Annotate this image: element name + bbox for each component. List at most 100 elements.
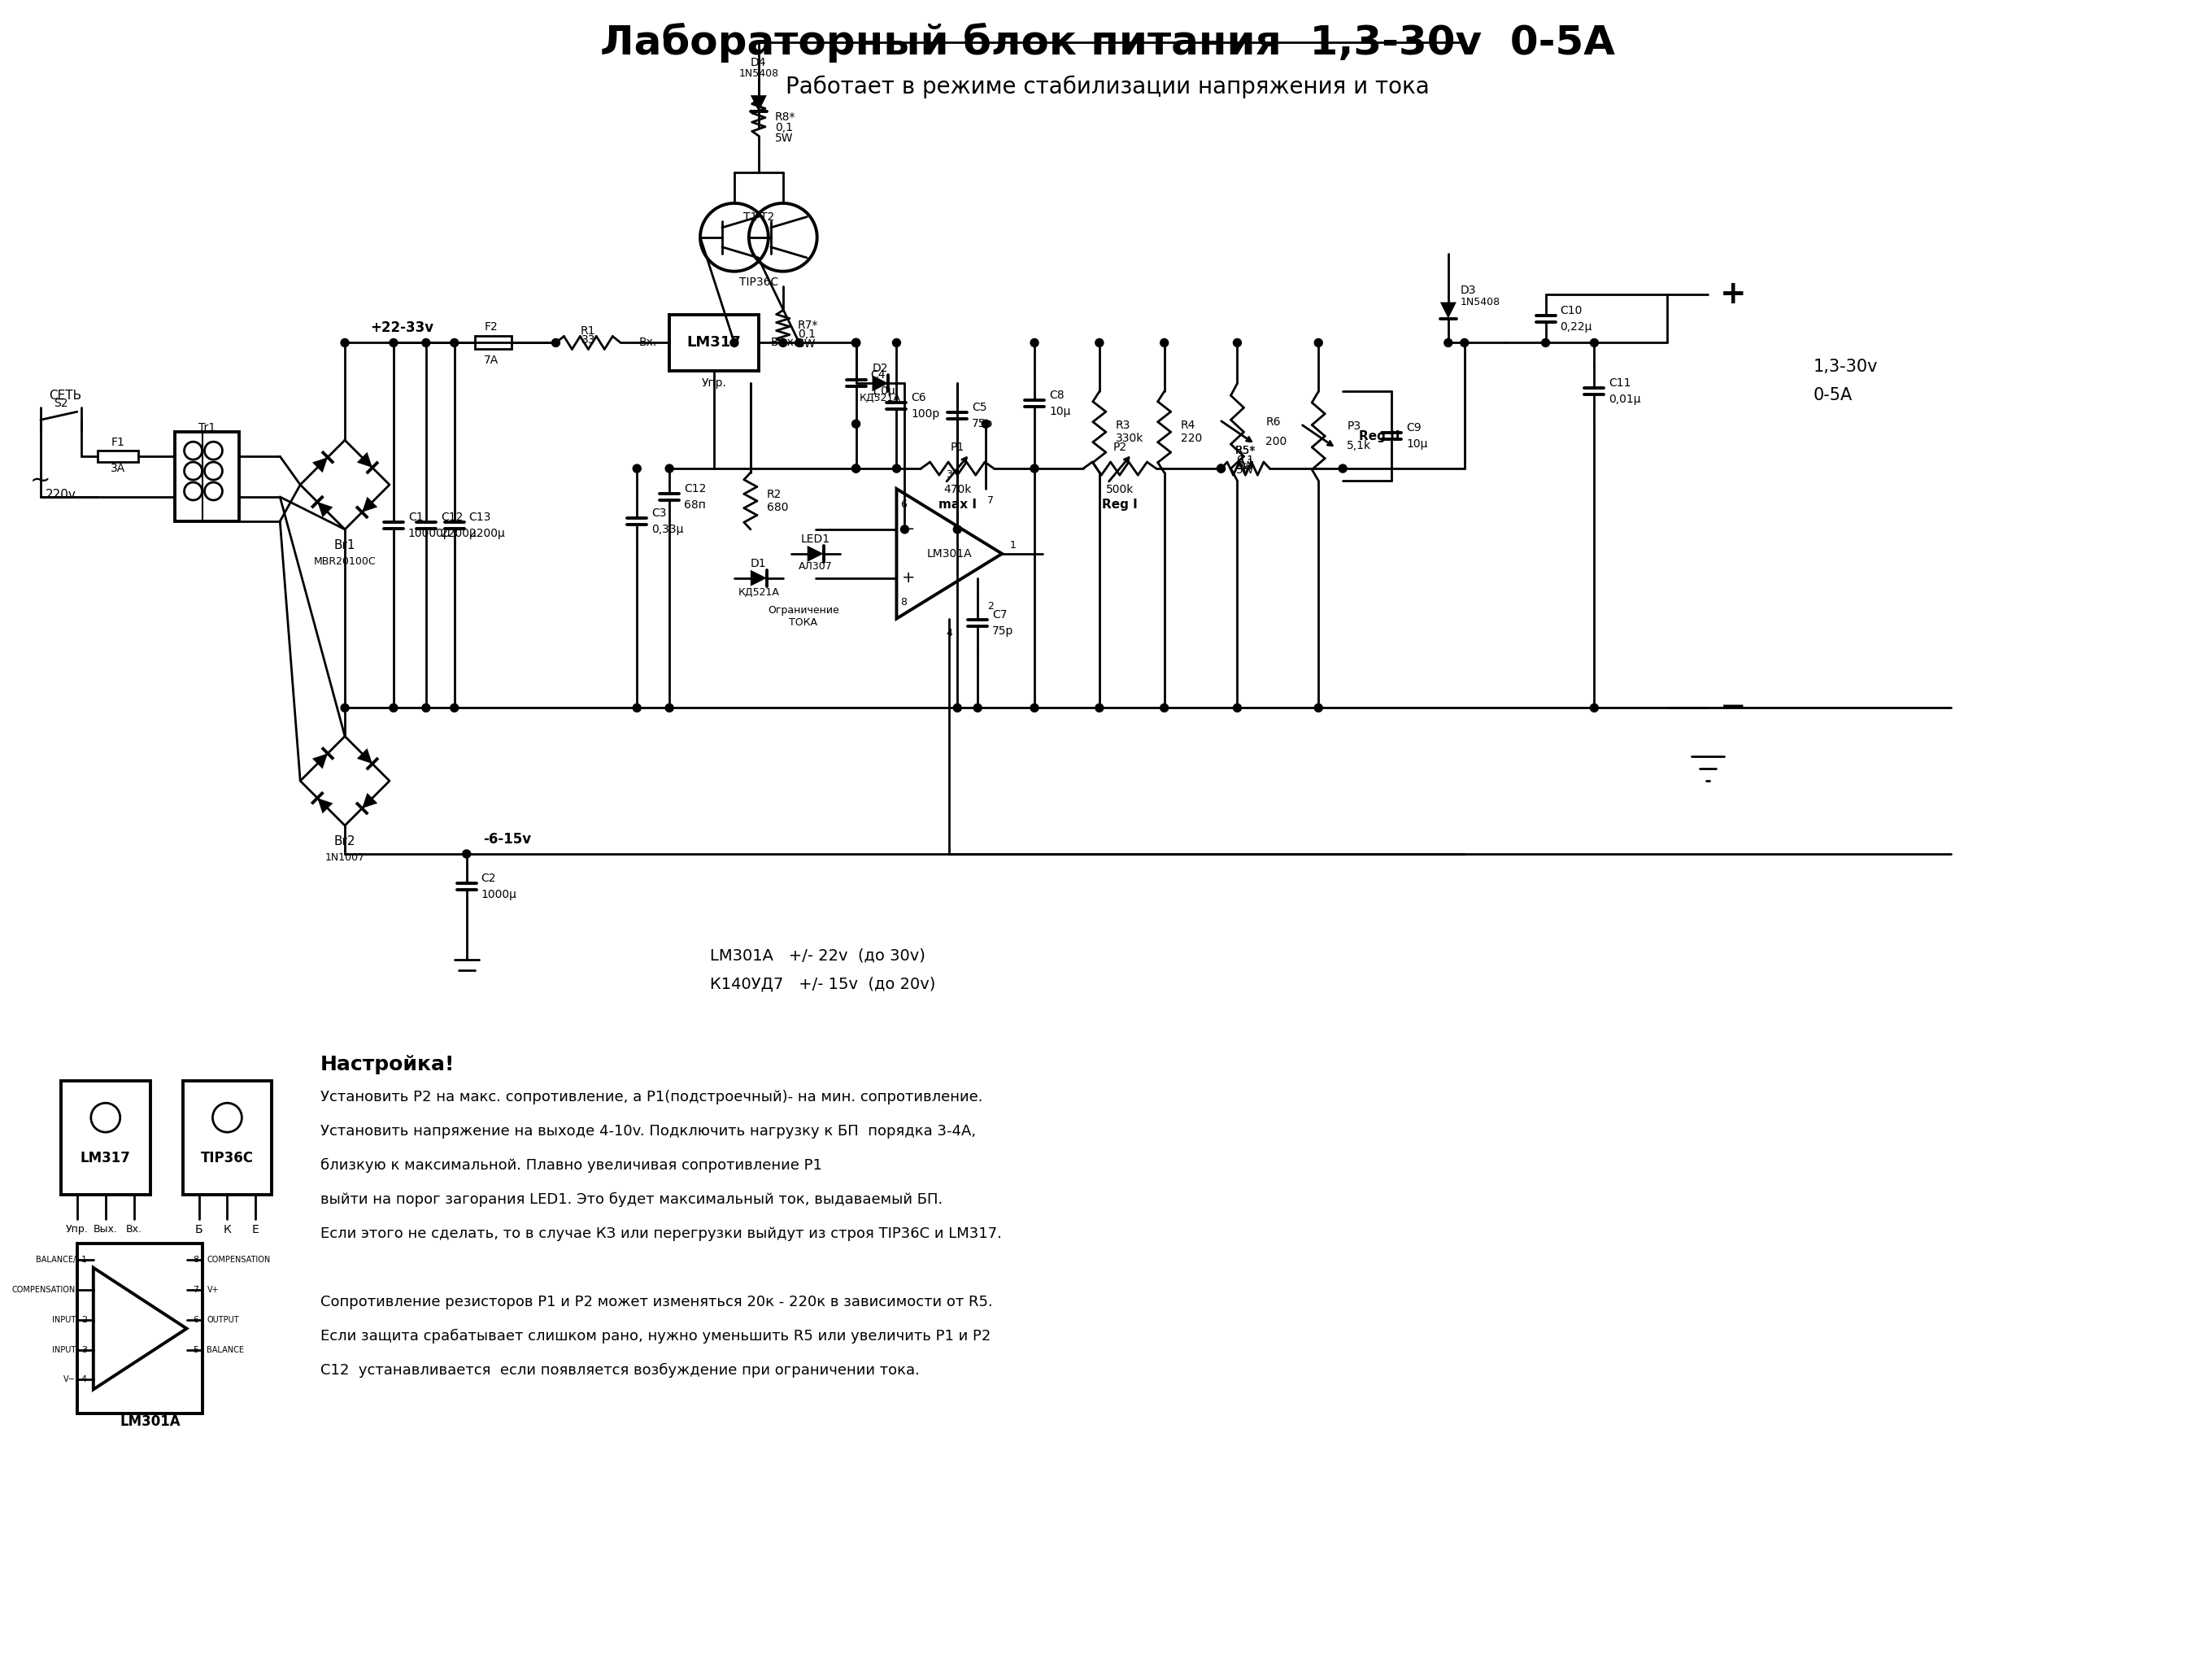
Text: Reg U: Reg U bbox=[1358, 429, 1400, 443]
Text: 0,01µ: 0,01µ bbox=[1608, 394, 1641, 406]
Text: BALANCE/: BALANCE/ bbox=[35, 1256, 75, 1264]
Polygon shape bbox=[807, 545, 823, 562]
Circle shape bbox=[1031, 465, 1040, 473]
Text: 5W: 5W bbox=[1237, 461, 1254, 471]
Text: 4: 4 bbox=[82, 1375, 86, 1384]
Text: P2: P2 bbox=[1113, 441, 1126, 453]
Circle shape bbox=[341, 339, 349, 347]
Text: LM301A: LM301A bbox=[119, 1414, 181, 1429]
Polygon shape bbox=[316, 798, 332, 813]
Circle shape bbox=[973, 704, 982, 713]
Circle shape bbox=[462, 850, 471, 859]
Text: АЛ307: АЛ307 bbox=[799, 562, 832, 572]
Circle shape bbox=[1031, 704, 1040, 713]
Circle shape bbox=[551, 339, 560, 347]
Text: 75p: 75p bbox=[971, 418, 993, 429]
Text: Сопротивление резисторов Р1 и Р2 может изменяться 20к - 220к в зависимости от R5: Сопротивление резисторов Р1 и Р2 может и… bbox=[321, 1295, 993, 1310]
Text: 5W: 5W bbox=[774, 132, 794, 144]
Text: 500k: 500k bbox=[1106, 485, 1133, 495]
Text: 3А: 3А bbox=[111, 463, 126, 475]
Circle shape bbox=[451, 339, 458, 347]
Text: 7: 7 bbox=[987, 496, 993, 506]
Circle shape bbox=[1314, 339, 1323, 347]
Circle shape bbox=[852, 339, 860, 347]
Text: R6: R6 bbox=[1265, 416, 1281, 428]
Circle shape bbox=[1338, 465, 1347, 473]
Text: 75р: 75р bbox=[993, 626, 1013, 637]
Text: V+: V+ bbox=[208, 1286, 219, 1293]
Text: 220: 220 bbox=[1181, 433, 1201, 444]
Text: Вх.: Вх. bbox=[639, 337, 657, 349]
Text: Если защита срабатывает слишком рано, нужно уменьшить R5 или увеличить Р1 и Р2: Если защита срабатывает слишком рано, ну… bbox=[321, 1328, 991, 1343]
Text: 8: 8 bbox=[900, 597, 907, 607]
Text: OUTPUT: OUTPUT bbox=[208, 1315, 239, 1323]
Text: LED1: LED1 bbox=[801, 533, 830, 545]
Text: Reg I: Reg I bbox=[1102, 500, 1137, 511]
Text: +22-33v: +22-33v bbox=[369, 320, 434, 335]
Circle shape bbox=[666, 465, 672, 473]
Text: Установить напряжение на выходе 4-10v. Подключить нагрузку к БП  порядка 3-4А,: Установить напряжение на выходе 4-10v. П… bbox=[321, 1124, 975, 1139]
Polygon shape bbox=[363, 793, 378, 808]
Text: 1N1007: 1N1007 bbox=[325, 852, 365, 864]
Text: R5*: R5* bbox=[1234, 444, 1256, 456]
Circle shape bbox=[422, 339, 429, 347]
Text: Tr1: Tr1 bbox=[199, 423, 215, 434]
Text: +: + bbox=[1721, 278, 1747, 310]
Text: LM317: LM317 bbox=[688, 335, 741, 350]
Text: 330k: 330k bbox=[1115, 433, 1144, 444]
Text: 0,33µ: 0,33µ bbox=[653, 523, 684, 535]
Circle shape bbox=[1590, 704, 1599, 713]
Text: Br1: Br1 bbox=[334, 540, 356, 552]
Text: 5W: 5W bbox=[799, 339, 816, 350]
Circle shape bbox=[1542, 339, 1551, 347]
Text: C12: C12 bbox=[440, 511, 462, 523]
Text: 1N5408: 1N5408 bbox=[739, 69, 779, 79]
Text: 0-5А: 0-5А bbox=[1814, 387, 1854, 404]
Polygon shape bbox=[312, 458, 327, 473]
Circle shape bbox=[451, 704, 458, 713]
Bar bbox=[184, 1082, 272, 1194]
Text: Ограничение: Ограничение bbox=[768, 605, 838, 615]
Text: Упр.: Упр. bbox=[701, 377, 726, 389]
Circle shape bbox=[794, 339, 803, 347]
Text: 7: 7 bbox=[192, 1286, 199, 1293]
Text: 6: 6 bbox=[192, 1315, 199, 1323]
Text: 4: 4 bbox=[947, 627, 953, 639]
Text: MBR20100C: MBR20100C bbox=[314, 557, 376, 567]
Text: 0,1: 0,1 bbox=[774, 122, 792, 134]
Polygon shape bbox=[316, 501, 332, 518]
Text: 5,1k: 5,1k bbox=[1347, 439, 1371, 451]
Text: КД521А: КД521А bbox=[860, 392, 900, 402]
Text: S2: S2 bbox=[53, 397, 69, 409]
Text: Вх.: Вх. bbox=[126, 1224, 142, 1234]
Text: 2200µ: 2200µ bbox=[469, 528, 504, 538]
Text: C1: C1 bbox=[409, 511, 422, 523]
Text: Вых.: Вых. bbox=[93, 1224, 117, 1234]
Circle shape bbox=[666, 704, 672, 713]
Text: P1: P1 bbox=[951, 441, 964, 453]
Polygon shape bbox=[312, 753, 327, 770]
Text: INPUT: INPUT bbox=[51, 1345, 75, 1353]
Bar bbox=[62, 1082, 150, 1194]
Circle shape bbox=[852, 465, 860, 473]
Text: INPUT: INPUT bbox=[51, 1315, 75, 1323]
Circle shape bbox=[1460, 339, 1469, 347]
Text: C5: C5 bbox=[971, 402, 987, 413]
Circle shape bbox=[900, 525, 909, 533]
Circle shape bbox=[730, 339, 739, 347]
Circle shape bbox=[852, 339, 860, 347]
Text: Лабораторный блок питания  1,3-30v  0-5А: Лабораторный блок питания 1,3-30v 0-5А bbox=[599, 22, 1615, 62]
Text: −: − bbox=[902, 522, 916, 537]
Text: +: + bbox=[902, 570, 916, 585]
Text: 200: 200 bbox=[1265, 436, 1287, 448]
Text: 0,1: 0,1 bbox=[799, 329, 816, 340]
Text: TIP36C: TIP36C bbox=[201, 1150, 254, 1166]
Text: 1,0µ: 1,0µ bbox=[872, 386, 896, 397]
Text: C12  устанавливается  если появляется возбуждение при ограничении тока.: C12 устанавливается если появляется возб… bbox=[321, 1362, 920, 1377]
Text: max I: max I bbox=[938, 500, 975, 511]
Text: D4: D4 bbox=[750, 57, 768, 69]
Text: C6: C6 bbox=[911, 392, 927, 402]
Text: 2: 2 bbox=[987, 600, 993, 612]
Text: 220v: 220v bbox=[46, 488, 77, 501]
Polygon shape bbox=[872, 376, 889, 391]
